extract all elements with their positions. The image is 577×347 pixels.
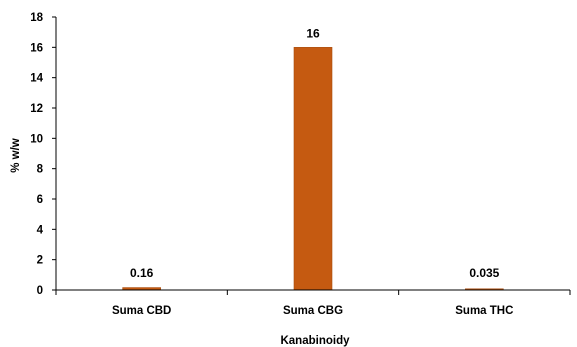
x-axis-ticks — [55, 290, 571, 295]
data-label: 0.035 — [469, 266, 499, 280]
x-axis-title: Kanabinoidy — [280, 335, 350, 347]
y-tick-label: 14 — [30, 73, 43, 85]
category-label: Suma THC — [455, 305, 513, 317]
y-axis-title: % w/w — [10, 138, 22, 173]
data-label: 16 — [306, 26, 320, 40]
bar — [293, 47, 333, 291]
y-tick-label: 2 — [37, 255, 43, 267]
y-tick-label: 16 — [30, 42, 43, 54]
y-axis-ticks: 0 2 4 6 8 10 12 14 16 18 — [30, 12, 56, 297]
y-tick-label: 18 — [30, 12, 43, 24]
y-tick-label: 6 — [37, 194, 43, 206]
y-tick-label: 0 — [37, 285, 43, 297]
data-label: 0.16 — [130, 266, 154, 280]
axes — [55, 17, 570, 291]
category-labels: Suma CBD Suma CBG Suma THC — [112, 305, 513, 317]
y-tick-label: 8 — [37, 164, 44, 176]
category-label: Suma CBG — [283, 305, 343, 317]
bars — [122, 47, 504, 291]
category-label: Suma CBD — [112, 305, 171, 317]
y-tick-label: 4 — [37, 224, 44, 236]
y-tick-label: 12 — [30, 103, 43, 115]
y-tick-label: 10 — [30, 133, 43, 145]
data-labels: 0.16 16 0.035 — [130, 26, 500, 280]
